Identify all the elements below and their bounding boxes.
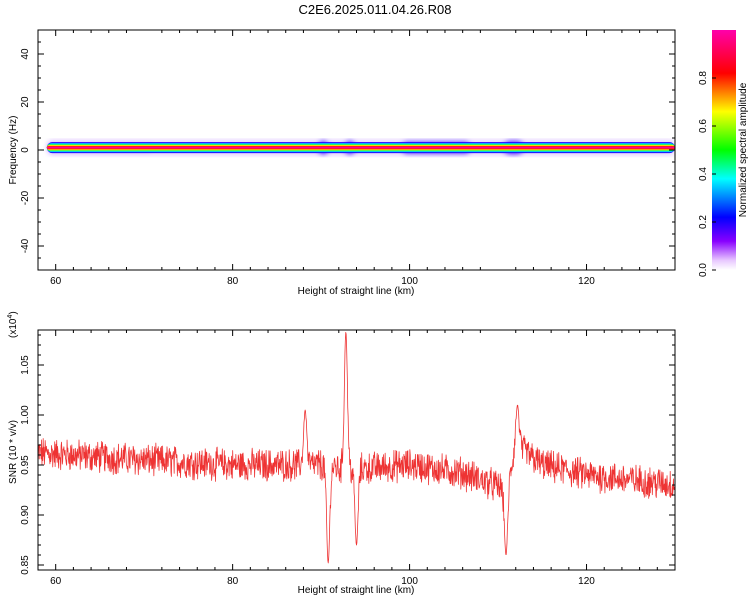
- spectrogram-x-axis-label: Height of straight line (km): [298, 286, 415, 297]
- spectrogram-band-layer: [46, 146, 675, 149]
- snr-y-tick-label: 0.90: [20, 505, 31, 525]
- spectrogram-x-tick-label: 120: [578, 276, 595, 287]
- snr-line-plot: 60 80 100 120 0.85 0.90 0.95 1.00 1.05 Height of…: [7, 311, 676, 596]
- colorbar-label: Normalized spectral amplitude: [738, 82, 749, 217]
- spectrogram-plot: 60 80 100 120 40 20 0 -20 -40 Height of straight…: [8, 29, 676, 297]
- snr-y-axis-label: SNR (10 * v/v): [8, 420, 19, 484]
- spectrogram-x-tick-label: 80: [227, 276, 239, 287]
- colorbar-tick-label: 0.2: [698, 215, 709, 229]
- spectrogram-x-tick-label: 100: [401, 276, 418, 287]
- snr-series-line: [38, 332, 675, 564]
- snr-y-tick-label: 1.00: [20, 405, 31, 425]
- colorbar-tick-label: 0.6: [698, 119, 709, 133]
- snr-x-tick-label: 100: [401, 576, 418, 587]
- spectrogram-y-axis-label: Frequency (Hz): [8, 116, 19, 185]
- spectrogram-y-tick-label: 20: [20, 96, 31, 108]
- snr-y-tick-label: 0.95: [20, 455, 31, 475]
- snr-scale-label: (x104): [7, 311, 19, 338]
- spectrogram-y-tick-label: -40: [20, 238, 31, 253]
- colorbar-tick-label: 0.0: [698, 263, 709, 277]
- snr-y-tick-label: 1.05: [20, 355, 31, 375]
- colorbar-tick-label: 0.8: [698, 71, 709, 85]
- colorbar-gradient: [712, 30, 736, 270]
- spectrogram-y-tick-label: 40: [20, 48, 31, 60]
- snr-x-tick-label: 120: [578, 576, 595, 587]
- snr-y-tick-label: 0.85: [20, 555, 31, 575]
- colorbar: 0.0 0.2 0.4 0.6 0.8 Normalized spectral ampl…: [698, 30, 749, 277]
- spectrogram-y-tick-label: 0: [20, 147, 31, 153]
- spectrogram-x-tick-label: 60: [50, 276, 62, 287]
- spectrogram-y-tick-label: -20: [20, 190, 31, 205]
- snr-x-tick-label: 80: [227, 576, 239, 587]
- colorbar-tick-label: 0.4: [698, 167, 709, 181]
- chart-title: C2E6.2025.011.04.26.R08: [298, 2, 452, 17]
- snr-x-tick-label: 60: [50, 576, 62, 587]
- snr-x-axis-label: Height of straight line (km): [298, 585, 415, 596]
